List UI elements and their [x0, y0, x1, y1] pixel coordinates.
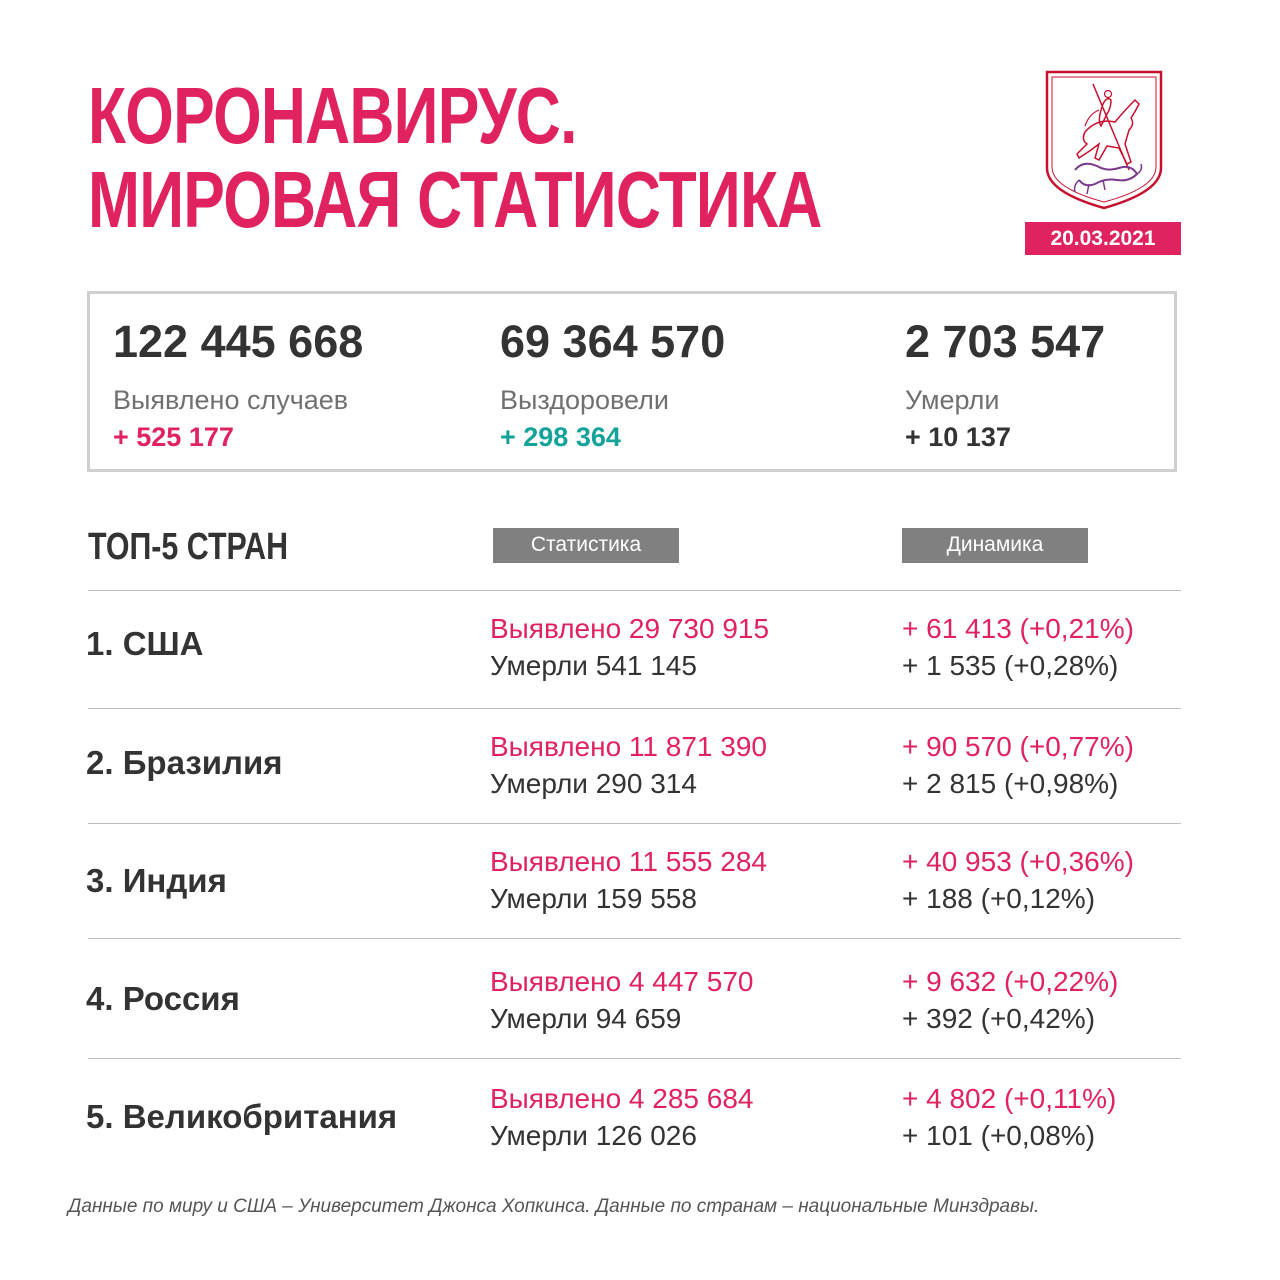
row-divider — [88, 1058, 1181, 1059]
country-deaths-delta: + 188 (+0,12%) — [902, 883, 1096, 914]
country-cases-delta: + 61 413 (+0,21%) — [902, 613, 1134, 644]
title-line-1: КОРОНАВИРУС. — [88, 71, 577, 160]
date-badge: 20.03.2021 — [1025, 222, 1181, 255]
country-name: 3. Индия — [86, 862, 227, 899]
deaths-total: 2 703 547 — [905, 316, 1106, 367]
country-deaths-delta: + 1 535 (+0,28%) — [902, 650, 1119, 681]
recovered-total: 69 364 570 — [500, 316, 726, 367]
country-stats: Выявлено 11 871 390 Умерли 290 314 — [490, 728, 767, 802]
country-deaths-delta: + 392 (+0,42%) — [902, 1003, 1096, 1034]
country-cases: Выявлено 4 447 570 — [490, 966, 754, 997]
country-cases: Выявлено 29 730 915 — [490, 613, 770, 644]
deaths-delta: + 10 137 — [905, 422, 1011, 452]
country-cases-delta: + 90 570 (+0,77%) — [902, 731, 1134, 762]
country-stats: Выявлено 29 730 915 Умерли 541 145 — [490, 610, 769, 684]
column-header-dynamics: Динамика — [902, 528, 1088, 563]
country-deaths-delta: + 101 (+0,08%) — [902, 1120, 1096, 1151]
country-name: 4. Россия — [86, 980, 240, 1017]
country-cases: Выявлено 11 871 390 — [490, 731, 767, 762]
summary-recovered: 69 364 570 Выздоровели + 298 364 — [500, 314, 725, 454]
cases-total: 122 445 668 — [113, 316, 364, 367]
source-footnote: Данные по миру и США – Университет Джонс… — [68, 1196, 1040, 1217]
country-stats: Выявлено 11 555 284 Умерли 159 558 — [490, 843, 767, 917]
page-title: КОРОНАВИРУС. МИРОВАЯ СТАТИСТИКА — [88, 71, 822, 244]
country-deaths: Умерли 541 145 — [490, 650, 697, 681]
row-divider — [88, 823, 1181, 824]
moscow-coat-of-arms-icon — [1045, 70, 1163, 210]
country-row: 3. Индия Выявлено 11 555 284 Умерли 159 … — [0, 825, 1280, 942]
recovered-label: Выздоровели — [500, 385, 670, 415]
deaths-label: Умерли — [905, 385, 1000, 415]
country-dynamics: + 90 570 (+0,77%) + 2 815 (+0,98%) — [902, 728, 1134, 802]
country-deaths-delta: + 2 815 (+0,98%) — [902, 768, 1119, 799]
summary-cases: 122 445 668 Выявлено случаев + 525 177 — [113, 314, 363, 454]
country-dynamics: + 61 413 (+0,21%) + 1 535 (+0,28%) — [902, 610, 1134, 684]
top5-heading: ТОП-5 СТРАН — [88, 526, 289, 568]
column-header-statistics: Статистика — [493, 528, 679, 563]
cases-delta: + 525 177 — [113, 422, 234, 452]
title-line-2: МИРОВАЯ СТАТИСТИКА — [88, 155, 822, 244]
country-row: 1. США Выявлено 29 730 915 Умерли 541 14… — [0, 592, 1280, 709]
country-deaths: Умерли 94 659 — [490, 1003, 682, 1034]
country-row: 2. Бразилия Выявлено 11 871 390 Умерли 2… — [0, 710, 1280, 827]
world-summary-panel: 122 445 668 Выявлено случаев + 525 177 6… — [87, 291, 1177, 472]
country-stats: Выявлено 4 285 684 Умерли 126 026 — [490, 1080, 753, 1154]
country-row: 5. Великобритания Выявлено 4 285 684 Уме… — [0, 1062, 1280, 1179]
country-cases: Выявлено 11 555 284 — [490, 846, 767, 877]
country-cases-delta: + 40 953 (+0,36%) — [902, 846, 1134, 877]
country-deaths: Умерли 126 026 — [490, 1120, 697, 1151]
country-deaths: Умерли 159 558 — [490, 883, 697, 914]
country-name: 2. Бразилия — [86, 744, 283, 781]
country-deaths: Умерли 290 314 — [490, 768, 697, 799]
country-dynamics: + 9 632 (+0,22%) + 392 (+0,42%) — [902, 963, 1118, 1037]
country-row: 4. Россия Выявлено 4 447 570 Умерли 94 6… — [0, 945, 1280, 1062]
row-divider — [88, 708, 1181, 709]
country-name: 1. США — [86, 625, 204, 662]
country-cases-delta: + 4 802 (+0,11%) — [902, 1083, 1117, 1114]
cases-label: Выявлено случаев — [113, 385, 349, 415]
row-divider — [88, 590, 1181, 591]
summary-deaths: 2 703 547 Умерли + 10 137 — [905, 314, 1105, 454]
country-cases: Выявлено 4 285 684 — [490, 1083, 754, 1114]
country-cases-delta: + 9 632 (+0,22%) — [902, 966, 1119, 997]
recovered-delta: + 298 364 — [500, 422, 621, 452]
row-divider — [88, 938, 1181, 939]
country-dynamics: + 4 802 (+0,11%) + 101 (+0,08%) — [902, 1080, 1116, 1154]
country-stats: Выявлено 4 447 570 Умерли 94 659 — [490, 963, 753, 1037]
country-name: 5. Великобритания — [86, 1098, 398, 1135]
country-dynamics: + 40 953 (+0,36%) + 188 (+0,12%) — [902, 843, 1134, 917]
